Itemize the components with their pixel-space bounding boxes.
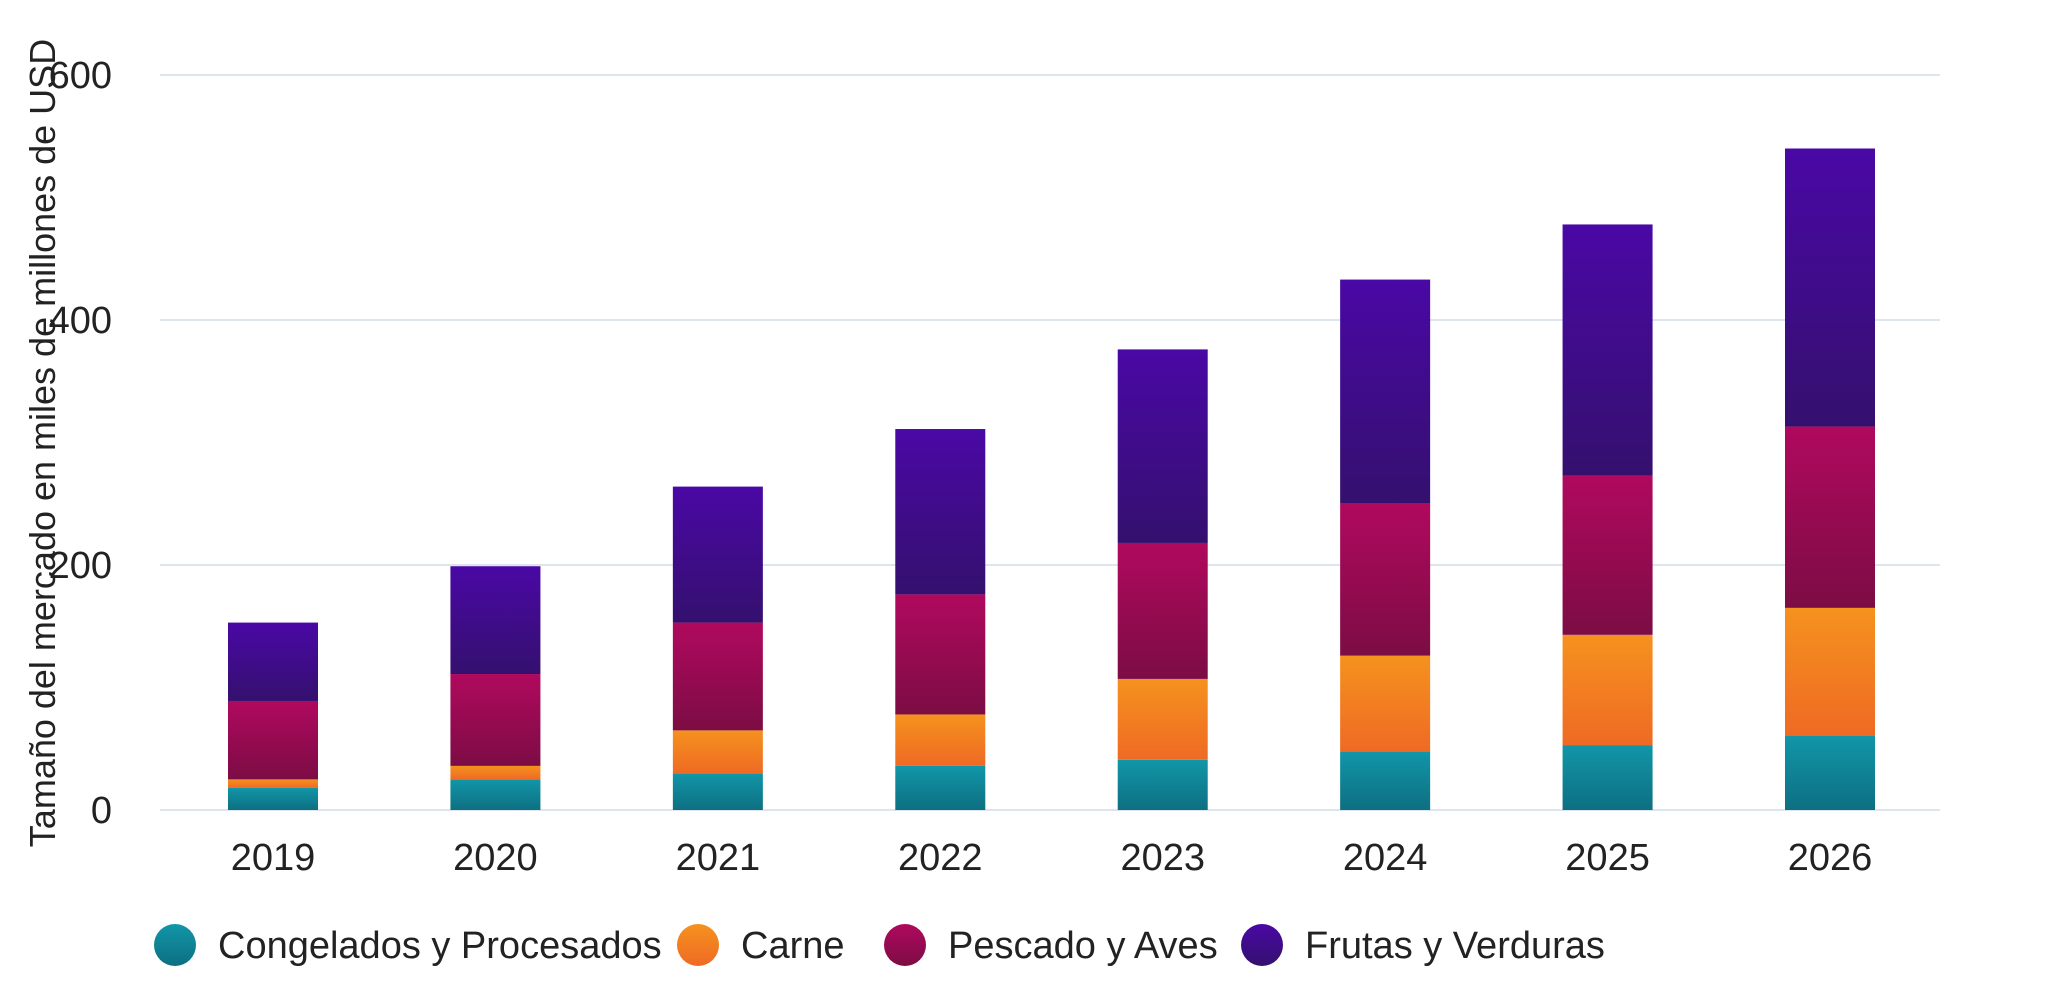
legend-item-pescado-y-aves: Pescado y Aves: [884, 924, 1218, 967]
x-tick-label-2023: 2023: [1120, 837, 1205, 879]
bar-2020-congelados-y-procesados: [450, 779, 541, 810]
y-axis-title: Tamaño del mercado en miles de millones …: [22, 39, 63, 847]
x-tick-label-2022: 2022: [898, 837, 983, 879]
bar-2024-congelados-y-procesados: [1340, 751, 1431, 810]
bar-2022-frutas-y-verduras: [895, 429, 986, 595]
legend-item-carne: Carne: [677, 924, 845, 967]
bar-2023-congelados-y-procesados: [1117, 759, 1208, 810]
bar-2023-pescado-y-aves: [1117, 542, 1208, 679]
legend-swatch: [677, 924, 719, 966]
bar-2024-pescado-y-aves: [1340, 503, 1431, 656]
bar-2025-carne: [1562, 634, 1653, 746]
x-tick-label-2021: 2021: [676, 837, 761, 879]
bar-2024-frutas-y-verduras: [1340, 279, 1431, 504]
x-tick-label-2025: 2025: [1565, 837, 1650, 879]
bar-2025-congelados-y-procesados: [1562, 745, 1653, 810]
legend-item-congelados-y-procesados: Congelados y Procesados: [154, 924, 662, 967]
bar-2024-carne: [1340, 655, 1431, 752]
y-tick-label: 600: [49, 55, 112, 97]
bar-2020-frutas-y-verduras: [450, 566, 541, 675]
legend-swatch: [884, 924, 926, 966]
gridlines: [160, 74, 1940, 811]
x-axis-ticks: 2019 2020 2021 2022 2023 2024 2025 2026: [231, 837, 1873, 879]
bar-2022-congelados-y-procesados: [895, 765, 986, 810]
bars: [228, 148, 1875, 810]
bar-2023-carne: [1117, 678, 1208, 760]
legend-swatch: [1241, 924, 1283, 966]
legend-item-frutas-y-verduras: Frutas y Verduras: [1241, 924, 1605, 967]
bar-2021-carne: [672, 730, 763, 774]
bar-2026-congelados-y-procesados: [1785, 735, 1875, 810]
y-tick-label: 0: [91, 790, 112, 832]
bar-2021-congelados-y-procesados: [672, 773, 763, 810]
y-tick-label: 200: [49, 545, 112, 587]
bar-2022-pescado-y-aves: [895, 594, 986, 715]
legend-label: Carne: [741, 925, 845, 967]
x-tick-label-2024: 2024: [1343, 837, 1428, 879]
bar-2020-pescado-y-aves: [450, 674, 541, 766]
bar-2021-pescado-y-aves: [672, 622, 763, 731]
bar-2022-carne: [895, 714, 986, 766]
x-tick-label-2026: 2026: [1788, 837, 1873, 879]
bar-2025-pescado-y-aves: [1562, 475, 1653, 635]
legend-label: Congelados y Procesados: [218, 925, 662, 967]
bar-2019-congelados-y-procesados: [228, 787, 318, 810]
bar-2019-carne: [228, 779, 318, 788]
bar-2021-frutas-y-verduras: [672, 486, 763, 623]
bar-2019-pescado-y-aves: [228, 700, 318, 780]
legend-swatch: [154, 924, 196, 966]
y-axis-ticks: 0 200 400 600: [49, 55, 112, 832]
bar-2026-frutas-y-verduras: [1785, 148, 1875, 427]
legend: Congelados y Procesados Carne Pescado y Av…: [154, 924, 1605, 967]
bar-2026-pescado-y-aves: [1785, 426, 1875, 608]
bar-2023-frutas-y-verduras: [1117, 349, 1208, 543]
x-tick-label-2020: 2020: [453, 837, 538, 879]
bar-2025-frutas-y-verduras: [1562, 224, 1653, 476]
bar-2019-frutas-y-verduras: [228, 622, 318, 701]
legend-label: Pescado y Aves: [948, 925, 1218, 967]
x-tick-label-2019: 2019: [231, 837, 316, 879]
bar-2020-carne: [450, 765, 541, 780]
bar-2026-carne: [1785, 607, 1875, 736]
y-tick-label: 400: [49, 300, 112, 342]
legend-label: Frutas y Verduras: [1305, 925, 1605, 967]
